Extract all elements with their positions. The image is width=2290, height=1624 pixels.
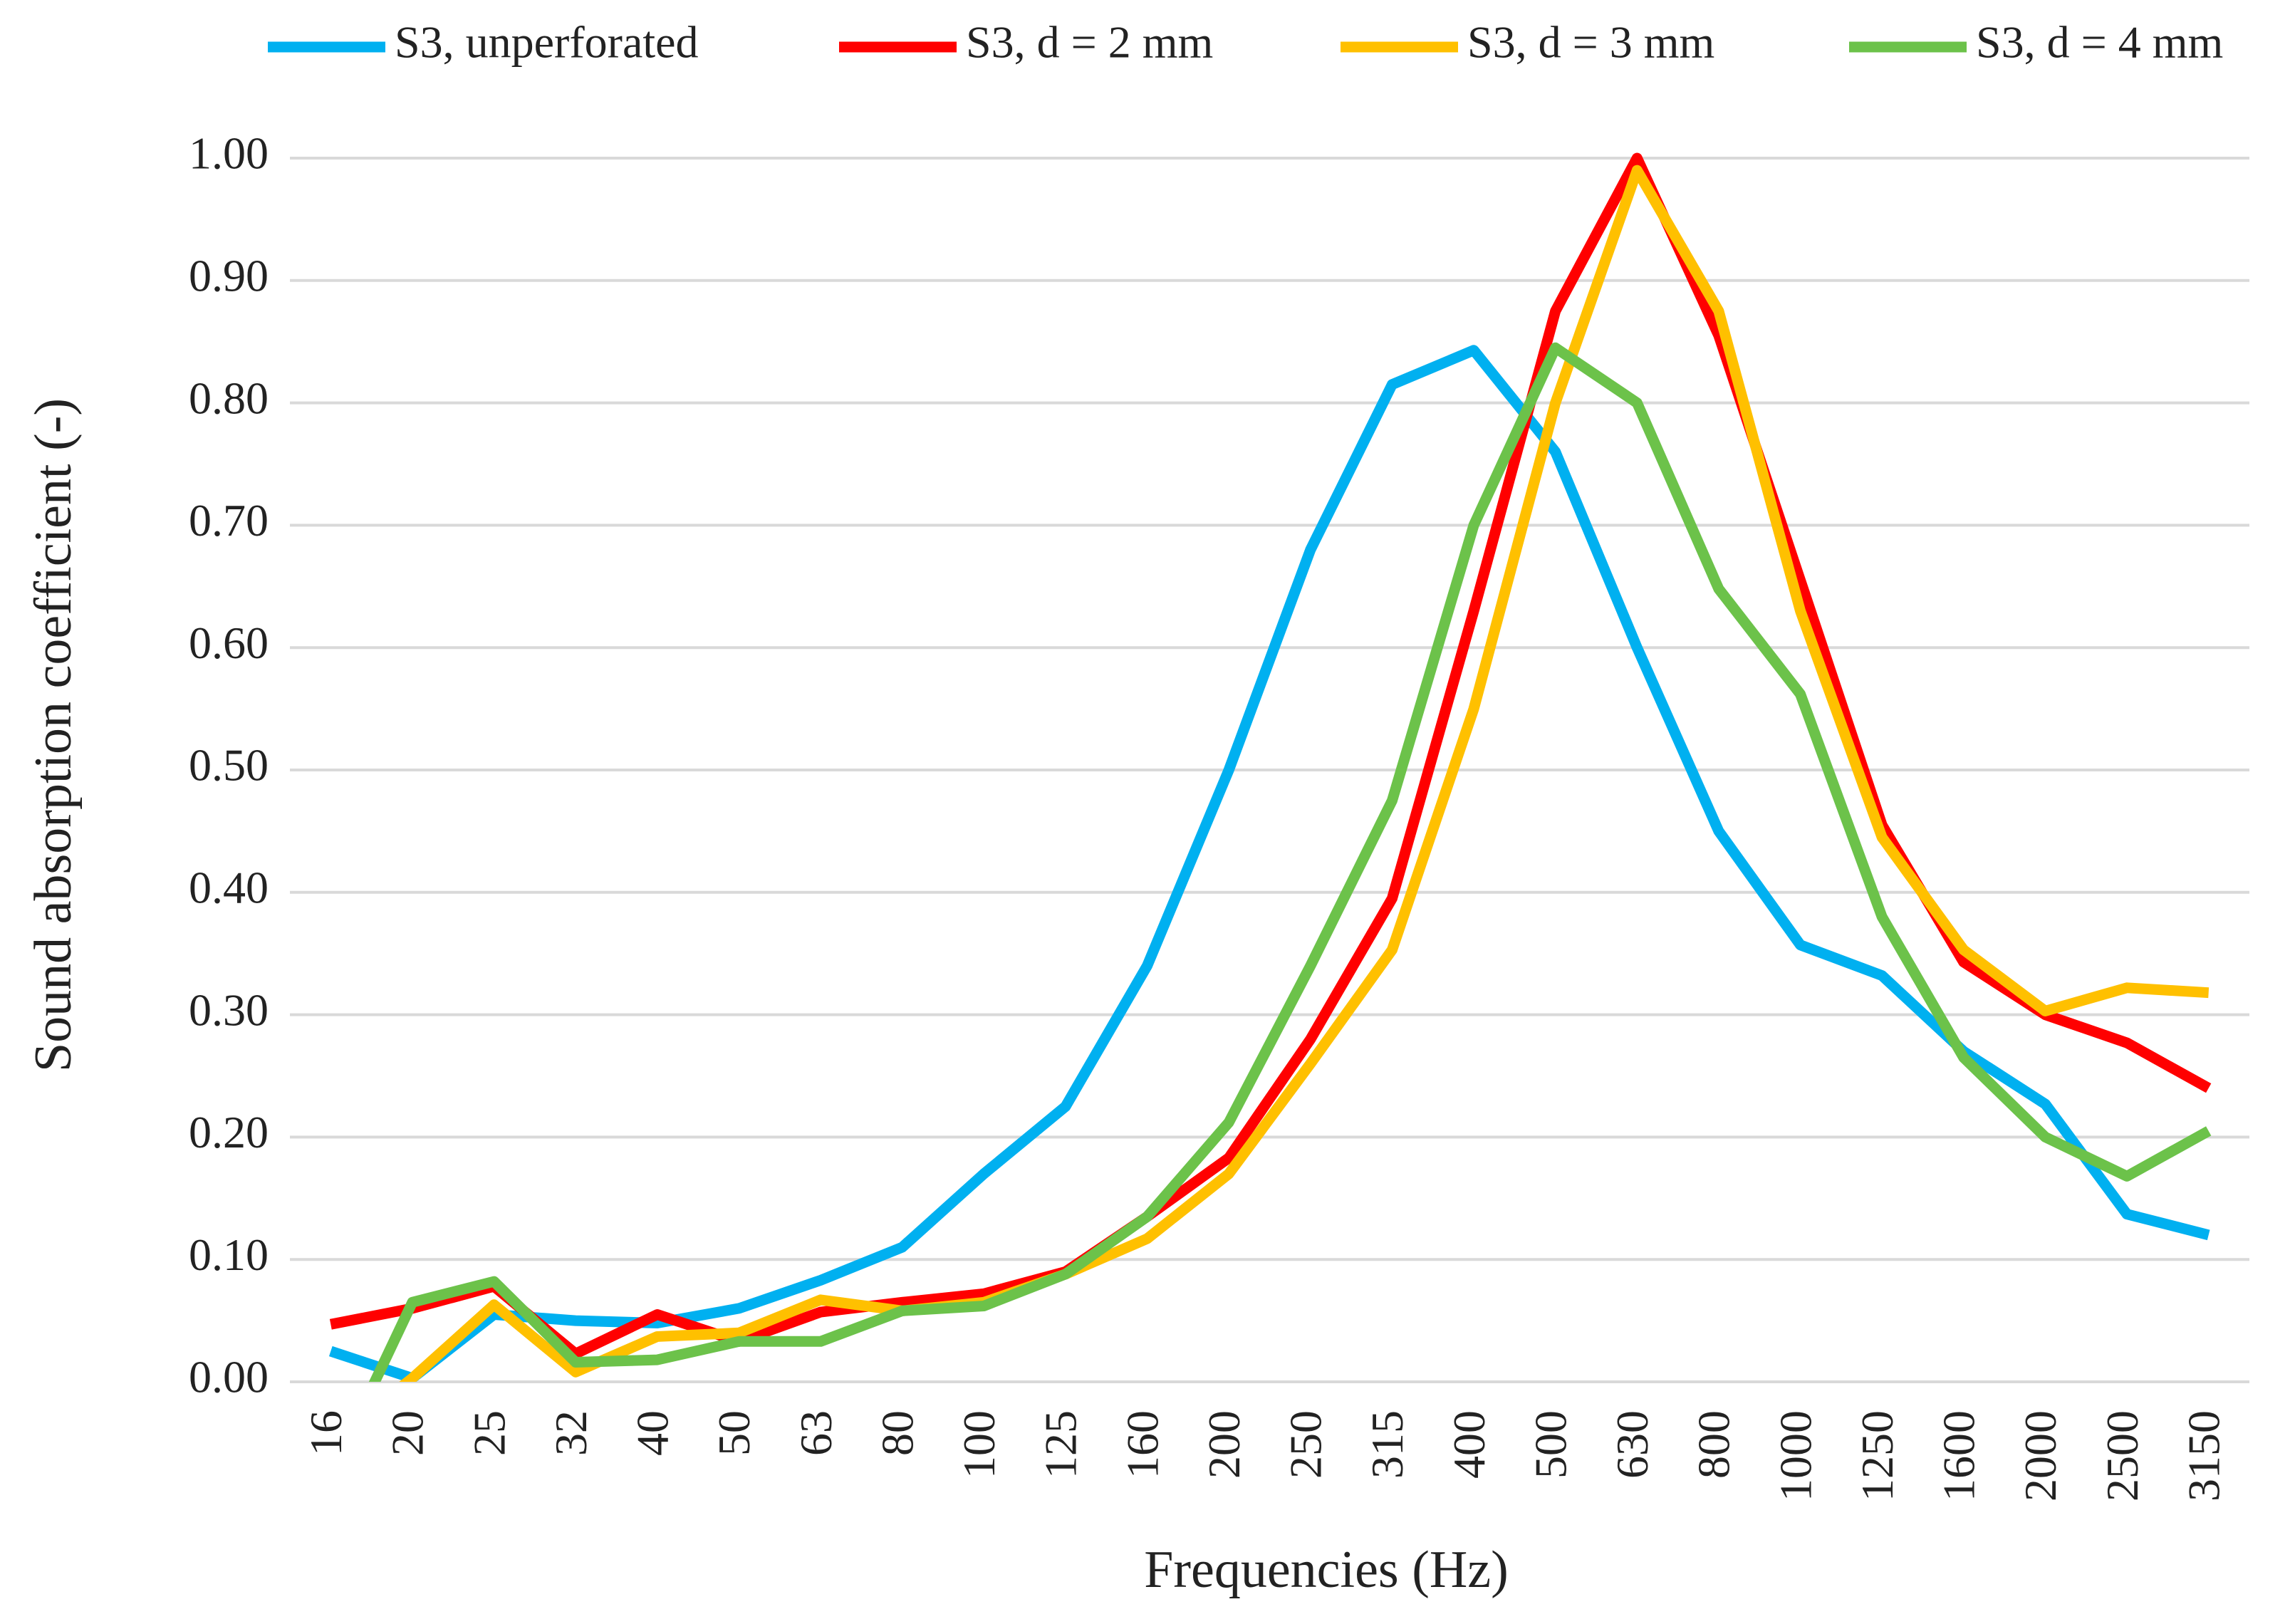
- y-tick-label: 0.60: [189, 618, 269, 668]
- y-tick-label: 0.30: [189, 984, 269, 1035]
- x-tick-label: 80: [872, 1410, 922, 1456]
- series-line: [399, 165, 2210, 1382]
- x-tick-label: 2000: [2015, 1410, 2066, 1501]
- x-tick-label: 200: [1199, 1410, 1249, 1479]
- y-tick-label: 0.50: [189, 740, 269, 791]
- x-tick-label: 250: [1281, 1410, 1331, 1479]
- series-line: [329, 152, 2212, 1359]
- x-tick-label: 2500: [2097, 1410, 2148, 1501]
- x-tick-label: 63: [791, 1410, 841, 1456]
- y-tick-label: 0.80: [189, 373, 269, 423]
- y-tick-label: 0.10: [189, 1229, 269, 1280]
- y-tick-label: 0.20: [189, 1107, 269, 1157]
- series-line: [328, 345, 2210, 1382]
- x-axis-title: Frequencies (Hz): [1144, 1541, 1509, 1599]
- x-tick-label: 125: [1036, 1410, 1086, 1479]
- series-line: [368, 342, 2212, 1382]
- y-tick-label: 1.00: [189, 128, 269, 179]
- x-tick-label: 32: [546, 1410, 596, 1456]
- legend-label: S3, d = 4 mm: [1976, 17, 2223, 68]
- y-tick-label: 0.70: [189, 495, 269, 546]
- x-tick-label: 16: [301, 1410, 351, 1456]
- x-tick-label: 315: [1362, 1410, 1412, 1479]
- x-tick-label: 20: [382, 1410, 433, 1456]
- x-tick-label: 40: [628, 1410, 678, 1456]
- x-tick-label: 1250: [1852, 1410, 1903, 1501]
- legend-label: S3, d = 2 mm: [966, 17, 1213, 68]
- x-tick-label: 50: [709, 1410, 759, 1456]
- x-tick-label: 160: [1117, 1410, 1167, 1479]
- x-tick-label: 1600: [1934, 1410, 1984, 1501]
- x-tick-label: 100: [954, 1410, 1004, 1479]
- plot-area: [328, 152, 2212, 1382]
- y-axis-title: Sound absorption coefficient (-): [24, 398, 83, 1072]
- x-tick-label: 630: [1607, 1410, 1657, 1479]
- y-tick-label: 0.40: [189, 862, 269, 912]
- x-tick-label: 1000: [1770, 1410, 1821, 1501]
- grid: [290, 157, 2249, 1383]
- legend-label: S3, d = 3 mm: [1467, 17, 1714, 68]
- x-tick-label: 3150: [2178, 1410, 2229, 1501]
- x-tick-label: 25: [464, 1410, 514, 1456]
- y-tick-label: 0.00: [189, 1352, 269, 1402]
- x-tick-label: 800: [1689, 1410, 1739, 1479]
- legend-label: S3, unperforated: [395, 17, 699, 68]
- y-tick-label: 0.90: [189, 250, 269, 301]
- x-tick-label: 400: [1444, 1410, 1494, 1479]
- x-tick-label: 500: [1525, 1410, 1576, 1479]
